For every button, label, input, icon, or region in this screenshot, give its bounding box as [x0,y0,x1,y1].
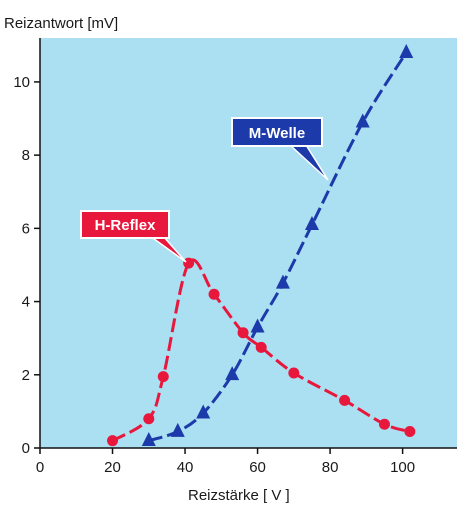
data-point-circle [404,426,416,438]
tick-group: 0 20 40 60 80 100 0 2 4 6 8 10 [13,74,415,476]
x-axis-title: Reizstärke [ V ] [188,487,290,504]
x-tick-label: 60 [249,459,266,476]
x-tick-label: 80 [322,459,339,476]
plot-background [40,38,457,448]
x-tick-label: 100 [390,459,415,476]
data-point-triangle [225,366,240,381]
m-welle-callout-box [231,117,323,147]
x-tick-label: 40 [177,459,194,476]
series-layer [107,43,416,447]
m-welle-callout: M-Welle [231,117,329,181]
y-axis-title: Reizantwort [mV] [4,15,118,32]
data-point-triangle [196,404,211,419]
data-point-circle [143,413,155,425]
data-point-triangle [141,431,156,446]
data-point-triangle [399,43,414,58]
data-point-triangle [304,216,319,231]
data-point-triangle [355,113,370,128]
data-point-circle [237,327,249,339]
data-point-circle [107,435,119,447]
m-welle-label: M-Welle [249,125,305,142]
data-point-circle [157,371,169,383]
y-tick-label: 0 [22,440,30,457]
y-tick-label: 4 [22,294,30,311]
x-tick-label: 0 [36,459,44,476]
x-tick-label: 20 [104,459,121,476]
data-point-triangle [275,274,290,289]
data-point-circle [378,418,390,430]
data-point-circle [208,288,220,300]
data-point-triangle [250,318,265,333]
series-line [148,51,408,443]
h-reflex-callout: H-Reflex [80,210,187,263]
series-m-welle [141,43,414,446]
data-point-circle [255,341,267,353]
y-tick-label: 8 [22,147,30,164]
y-tick-label: 2 [22,367,30,384]
y-tick-label: 10 [13,74,30,91]
data-point-triangle [170,422,185,437]
h-reflex-callout-box [80,210,170,239]
h-reflex-label: H-Reflex [95,217,157,234]
series-h-reflex [107,257,416,447]
data-point-circle [339,394,351,406]
y-tick-label: 6 [22,220,30,237]
data-point-circle [288,367,300,379]
data-point-circle [183,257,195,269]
